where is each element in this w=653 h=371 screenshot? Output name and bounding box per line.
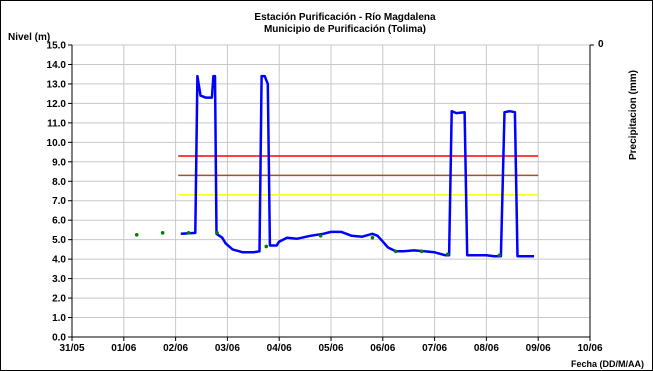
x-tick-label: 05/06 (318, 343, 343, 354)
data-point (160, 231, 165, 235)
x-tick-label: 09/06 (526, 343, 551, 354)
y-tick-label: 0.0 (52, 333, 66, 344)
y-tick-label: 8.0 (52, 177, 66, 188)
x-tick-label: 03/06 (215, 343, 240, 354)
level-series-line (180, 74, 535, 258)
y-tick-label: 13.0 (47, 79, 67, 90)
chart-title: Estación Purificación - Río Magdalena (254, 12, 436, 23)
y-tick-label: 5.0 (52, 235, 66, 246)
y-tick-label: 15.0 (47, 41, 67, 52)
data-point (264, 244, 269, 249)
y-tick-label: 6.0 (52, 216, 66, 227)
data-point (215, 231, 219, 235)
x-tick-label: 02/06 (163, 343, 188, 354)
y-tick-label: 2.0 (52, 294, 66, 305)
y-tick-label: 10.0 (47, 138, 67, 149)
x-tick-label: 06/06 (370, 343, 395, 354)
y-axis-label: Nivel (m) (8, 32, 50, 43)
y-tick-label: 14.0 (47, 60, 67, 71)
series (134, 74, 535, 258)
x-tick-label: 04/06 (267, 343, 292, 354)
data-point (419, 249, 424, 254)
y2-tick-label: 0 (598, 39, 604, 50)
x-tick-label: 31/05 (59, 343, 84, 354)
y-tick-label: 4.0 (52, 255, 66, 266)
data-point (445, 252, 450, 257)
y-tick-label: 9.0 (52, 157, 66, 168)
data-point (134, 233, 139, 237)
data-point (370, 235, 375, 240)
axes: 0.0 1.0 2.0 3.0 4.0 5.0 6.0 7.0 8.0 9.0 10.0 11.0 12… (47, 41, 603, 355)
data-point (497, 253, 502, 258)
y-tick-label: 11.0 (47, 118, 66, 129)
data-point (318, 233, 323, 238)
y2-axis-label: Precipitacion (mm) (628, 70, 639, 160)
threshold-lines (178, 155, 539, 196)
data-point (186, 231, 191, 235)
data-point (393, 249, 398, 254)
y-tick-label: 12.0 (47, 99, 67, 110)
x-axis-label: Fecha (DD/M/AA) (571, 359, 644, 369)
y-tick-label: 1.0 (52, 313, 66, 324)
chart-subtitle: Municipio de Purificación (Tolima) (264, 24, 426, 35)
x-tick-label: 10/06 (577, 343, 602, 354)
y-tick-label: 3.0 (52, 274, 66, 285)
x-tick-label: 01/06 (111, 343, 136, 354)
x-tick-label: 08/06 (474, 343, 499, 354)
x-tick-label: 07/06 (422, 343, 447, 354)
y-tick-label: 7.0 (52, 196, 66, 207)
